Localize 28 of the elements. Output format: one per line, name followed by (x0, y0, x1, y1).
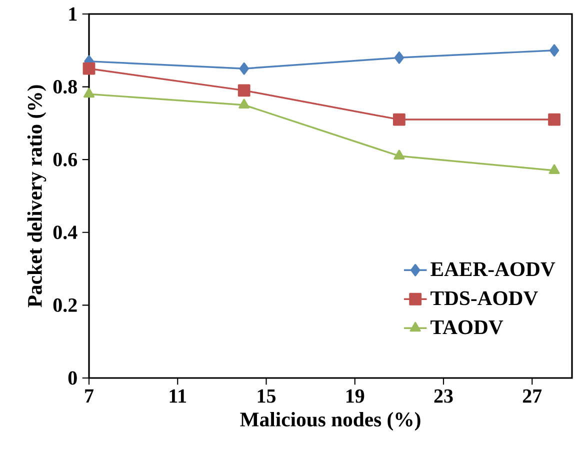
y-tick-label: 0.6 (53, 152, 78, 166)
y-tick-label: 0.4 (53, 226, 78, 240)
x-tick-label: 23 (434, 389, 453, 403)
point (549, 44, 560, 57)
point (394, 51, 404, 64)
legend-label: TAODV (430, 320, 504, 334)
legend-label: TDS-AODV (430, 291, 538, 306)
x-tick-label: 7 (85, 389, 94, 402)
point (239, 62, 249, 75)
x-tick-label: 11 (170, 389, 186, 403)
point (548, 113, 560, 126)
y-axis-title: Packet delivery ratio (%) (27, 85, 46, 308)
y-tick-label: 0.8 (53, 80, 77, 94)
y-tick-label: 0.2 (53, 298, 77, 312)
point (548, 164, 560, 174)
legend-label: EAER-AODV (430, 262, 556, 276)
x-tick-label: 15 (258, 389, 276, 403)
point (392, 113, 406, 126)
point (394, 150, 405, 160)
x-tick-label: 27 (522, 389, 542, 403)
point (238, 98, 250, 109)
x-axis-title: Malicious nodes (%) (240, 412, 420, 431)
point (82, 62, 96, 75)
y-tick-label: 0 (68, 371, 77, 385)
point (238, 84, 250, 97)
point (84, 88, 94, 98)
x-tick-label: 19 (346, 389, 364, 403)
y-tick-label: 1 (69, 7, 77, 21)
